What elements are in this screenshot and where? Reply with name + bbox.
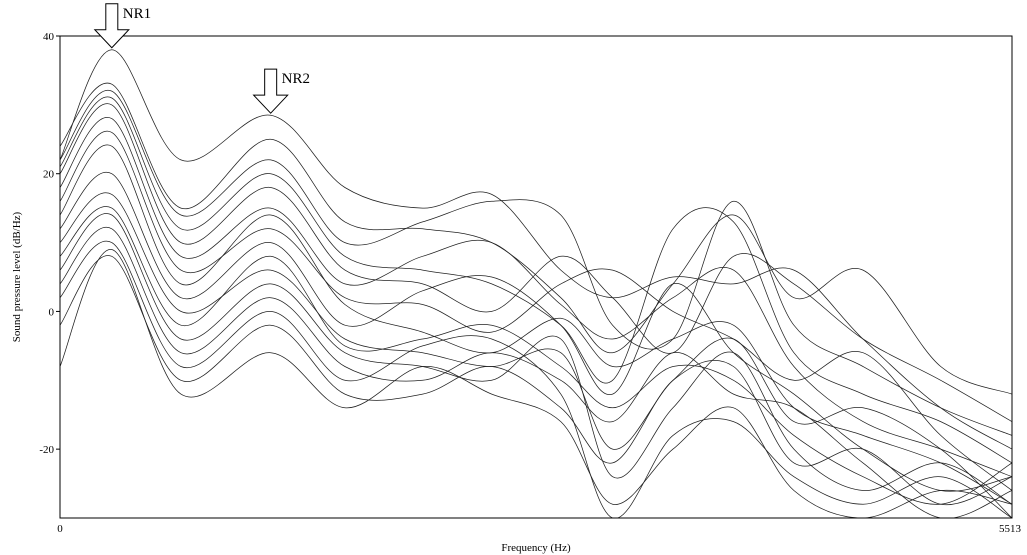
series-line-6 xyxy=(60,117,1012,478)
series-line-16 xyxy=(60,249,1012,518)
series-line-9 xyxy=(60,171,1012,492)
y-tick-label: 0 xyxy=(49,306,55,318)
x-tick-label: 5513 xyxy=(999,523,1022,535)
series-line-13 xyxy=(60,226,1012,518)
y-axis-label: Sound pressure level (dB/Hz) xyxy=(11,211,23,342)
annotation-label-1: NR1 xyxy=(123,6,151,22)
annotations: NR1 NR2 xyxy=(93,3,310,114)
series-line-14 xyxy=(60,240,1012,518)
x-axis-ticks: 0 5513 xyxy=(57,523,1021,535)
y-tick-label: -20 xyxy=(39,444,54,456)
y-axis-ticks: 40 20 0 -20 xyxy=(39,31,60,456)
series-line-2 xyxy=(60,82,1012,395)
series-line-7 xyxy=(60,130,1012,491)
annotation-arrow-1 xyxy=(93,3,130,49)
series-line-10 xyxy=(60,192,1012,518)
series-line-1 xyxy=(60,49,1012,450)
x-tick-label: 0 xyxy=(57,523,63,535)
x-axis-label: Frequency (Hz) xyxy=(501,542,571,554)
y-tick-label: 40 xyxy=(43,31,55,43)
series-line-15 xyxy=(60,255,1012,506)
plot-frame xyxy=(59,35,1013,519)
series-line-5 xyxy=(60,103,1012,422)
series-line-3 xyxy=(60,89,1012,436)
series-layer xyxy=(60,49,1012,518)
series-line-8 xyxy=(60,144,1012,505)
annotation-arrow-2 xyxy=(252,68,289,114)
annotation-label-2: NR2 xyxy=(282,71,310,87)
series-line-12 xyxy=(60,213,1012,505)
y-tick-label: 20 xyxy=(43,169,55,181)
